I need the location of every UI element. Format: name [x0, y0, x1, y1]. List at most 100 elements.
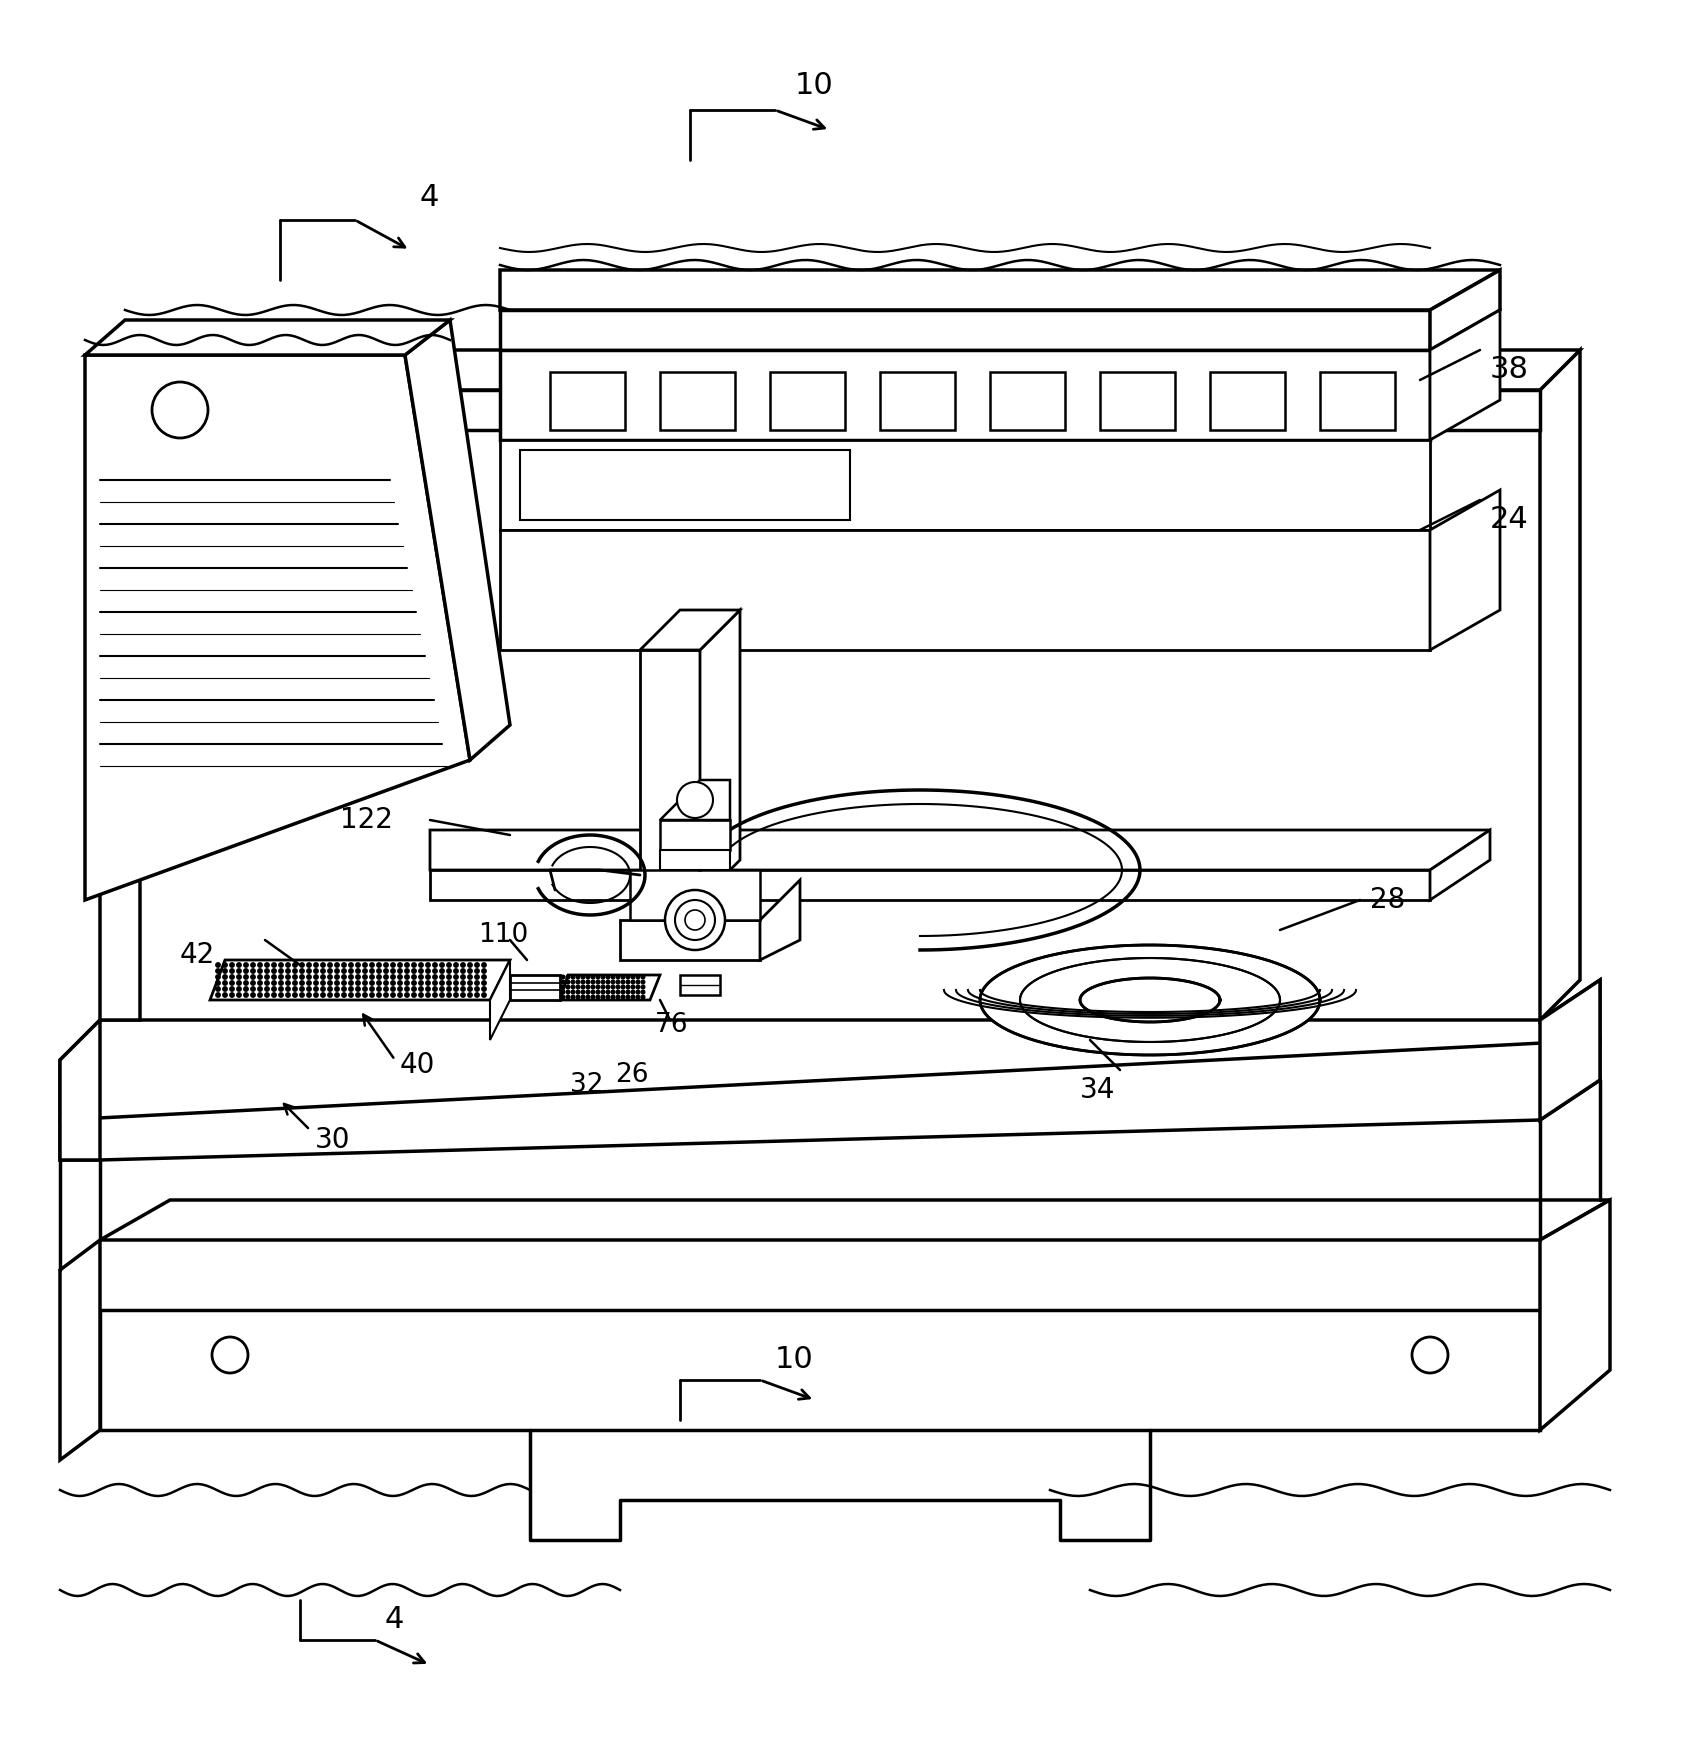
Circle shape: [439, 969, 444, 974]
Circle shape: [257, 993, 262, 997]
Circle shape: [446, 976, 451, 979]
Circle shape: [279, 969, 283, 974]
Circle shape: [328, 981, 331, 984]
Circle shape: [611, 981, 614, 984]
Circle shape: [481, 963, 486, 967]
Bar: [880, 372, 954, 430]
Circle shape: [600, 990, 604, 993]
Circle shape: [299, 986, 304, 991]
Circle shape: [279, 986, 283, 991]
Circle shape: [412, 993, 415, 997]
Circle shape: [580, 981, 584, 984]
Polygon shape: [61, 1020, 99, 1160]
Circle shape: [606, 984, 609, 988]
Circle shape: [230, 993, 234, 997]
Circle shape: [348, 993, 353, 997]
Circle shape: [626, 990, 629, 993]
Circle shape: [363, 986, 367, 991]
Circle shape: [575, 976, 580, 979]
Circle shape: [286, 981, 289, 984]
Text: 76: 76: [654, 1013, 688, 1037]
Circle shape: [621, 984, 624, 988]
Polygon shape: [560, 976, 659, 1000]
Circle shape: [244, 986, 247, 991]
Circle shape: [341, 986, 346, 991]
Circle shape: [631, 981, 634, 984]
Circle shape: [405, 993, 409, 997]
Circle shape: [461, 969, 464, 974]
Circle shape: [321, 993, 325, 997]
Circle shape: [271, 976, 276, 979]
Circle shape: [151, 382, 209, 438]
Circle shape: [215, 986, 220, 991]
Circle shape: [595, 990, 599, 993]
Circle shape: [321, 969, 325, 974]
Polygon shape: [99, 389, 1539, 430]
Circle shape: [474, 986, 479, 991]
Circle shape: [590, 990, 594, 993]
Circle shape: [222, 981, 227, 984]
Circle shape: [237, 981, 241, 984]
Circle shape: [230, 986, 234, 991]
Circle shape: [377, 963, 382, 967]
Text: 40: 40: [400, 1051, 436, 1079]
Circle shape: [641, 995, 644, 998]
Circle shape: [328, 976, 331, 979]
Circle shape: [377, 993, 382, 997]
Circle shape: [636, 995, 639, 998]
Circle shape: [419, 969, 422, 974]
Circle shape: [383, 993, 389, 997]
Circle shape: [215, 981, 220, 984]
Circle shape: [585, 995, 589, 998]
Circle shape: [390, 976, 395, 979]
Circle shape: [446, 969, 451, 974]
Circle shape: [432, 976, 437, 979]
Circle shape: [264, 963, 269, 967]
Text: 42: 42: [180, 940, 215, 969]
Circle shape: [565, 984, 570, 988]
Circle shape: [446, 993, 451, 997]
Circle shape: [419, 963, 422, 967]
Polygon shape: [1539, 1199, 1610, 1430]
Circle shape: [641, 984, 644, 988]
Circle shape: [606, 995, 609, 998]
Circle shape: [575, 995, 580, 998]
Circle shape: [279, 963, 283, 967]
Circle shape: [237, 963, 241, 967]
Polygon shape: [639, 650, 700, 900]
Circle shape: [570, 995, 575, 998]
Circle shape: [341, 976, 346, 979]
Circle shape: [405, 963, 409, 967]
Circle shape: [432, 981, 437, 984]
Circle shape: [412, 969, 415, 974]
Circle shape: [446, 986, 451, 991]
Circle shape: [286, 963, 289, 967]
Text: 26: 26: [614, 1062, 648, 1088]
Circle shape: [397, 969, 402, 974]
Text: 110: 110: [478, 923, 528, 947]
Circle shape: [383, 976, 389, 979]
Circle shape: [611, 990, 614, 993]
Circle shape: [370, 981, 373, 984]
Circle shape: [454, 986, 458, 991]
Circle shape: [565, 990, 570, 993]
Circle shape: [636, 976, 639, 979]
Circle shape: [412, 963, 415, 967]
Circle shape: [636, 981, 639, 984]
Text: 10: 10: [794, 70, 833, 100]
Circle shape: [641, 990, 644, 993]
Circle shape: [419, 993, 422, 997]
Circle shape: [313, 993, 318, 997]
Circle shape: [600, 976, 604, 979]
Circle shape: [306, 981, 311, 984]
Circle shape: [341, 963, 346, 967]
Circle shape: [439, 986, 444, 991]
Polygon shape: [86, 321, 449, 356]
Polygon shape: [61, 981, 1600, 1120]
Circle shape: [244, 963, 247, 967]
Circle shape: [461, 976, 464, 979]
Circle shape: [286, 986, 289, 991]
Circle shape: [426, 963, 431, 967]
Circle shape: [454, 976, 458, 979]
Circle shape: [293, 993, 298, 997]
